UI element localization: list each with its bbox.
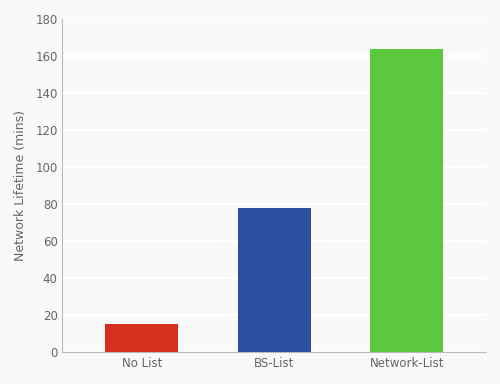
Bar bbox=[238, 208, 310, 352]
Y-axis label: Network Lifetime (mins): Network Lifetime (mins) bbox=[14, 110, 27, 261]
Bar bbox=[370, 48, 443, 352]
Bar bbox=[106, 324, 178, 352]
